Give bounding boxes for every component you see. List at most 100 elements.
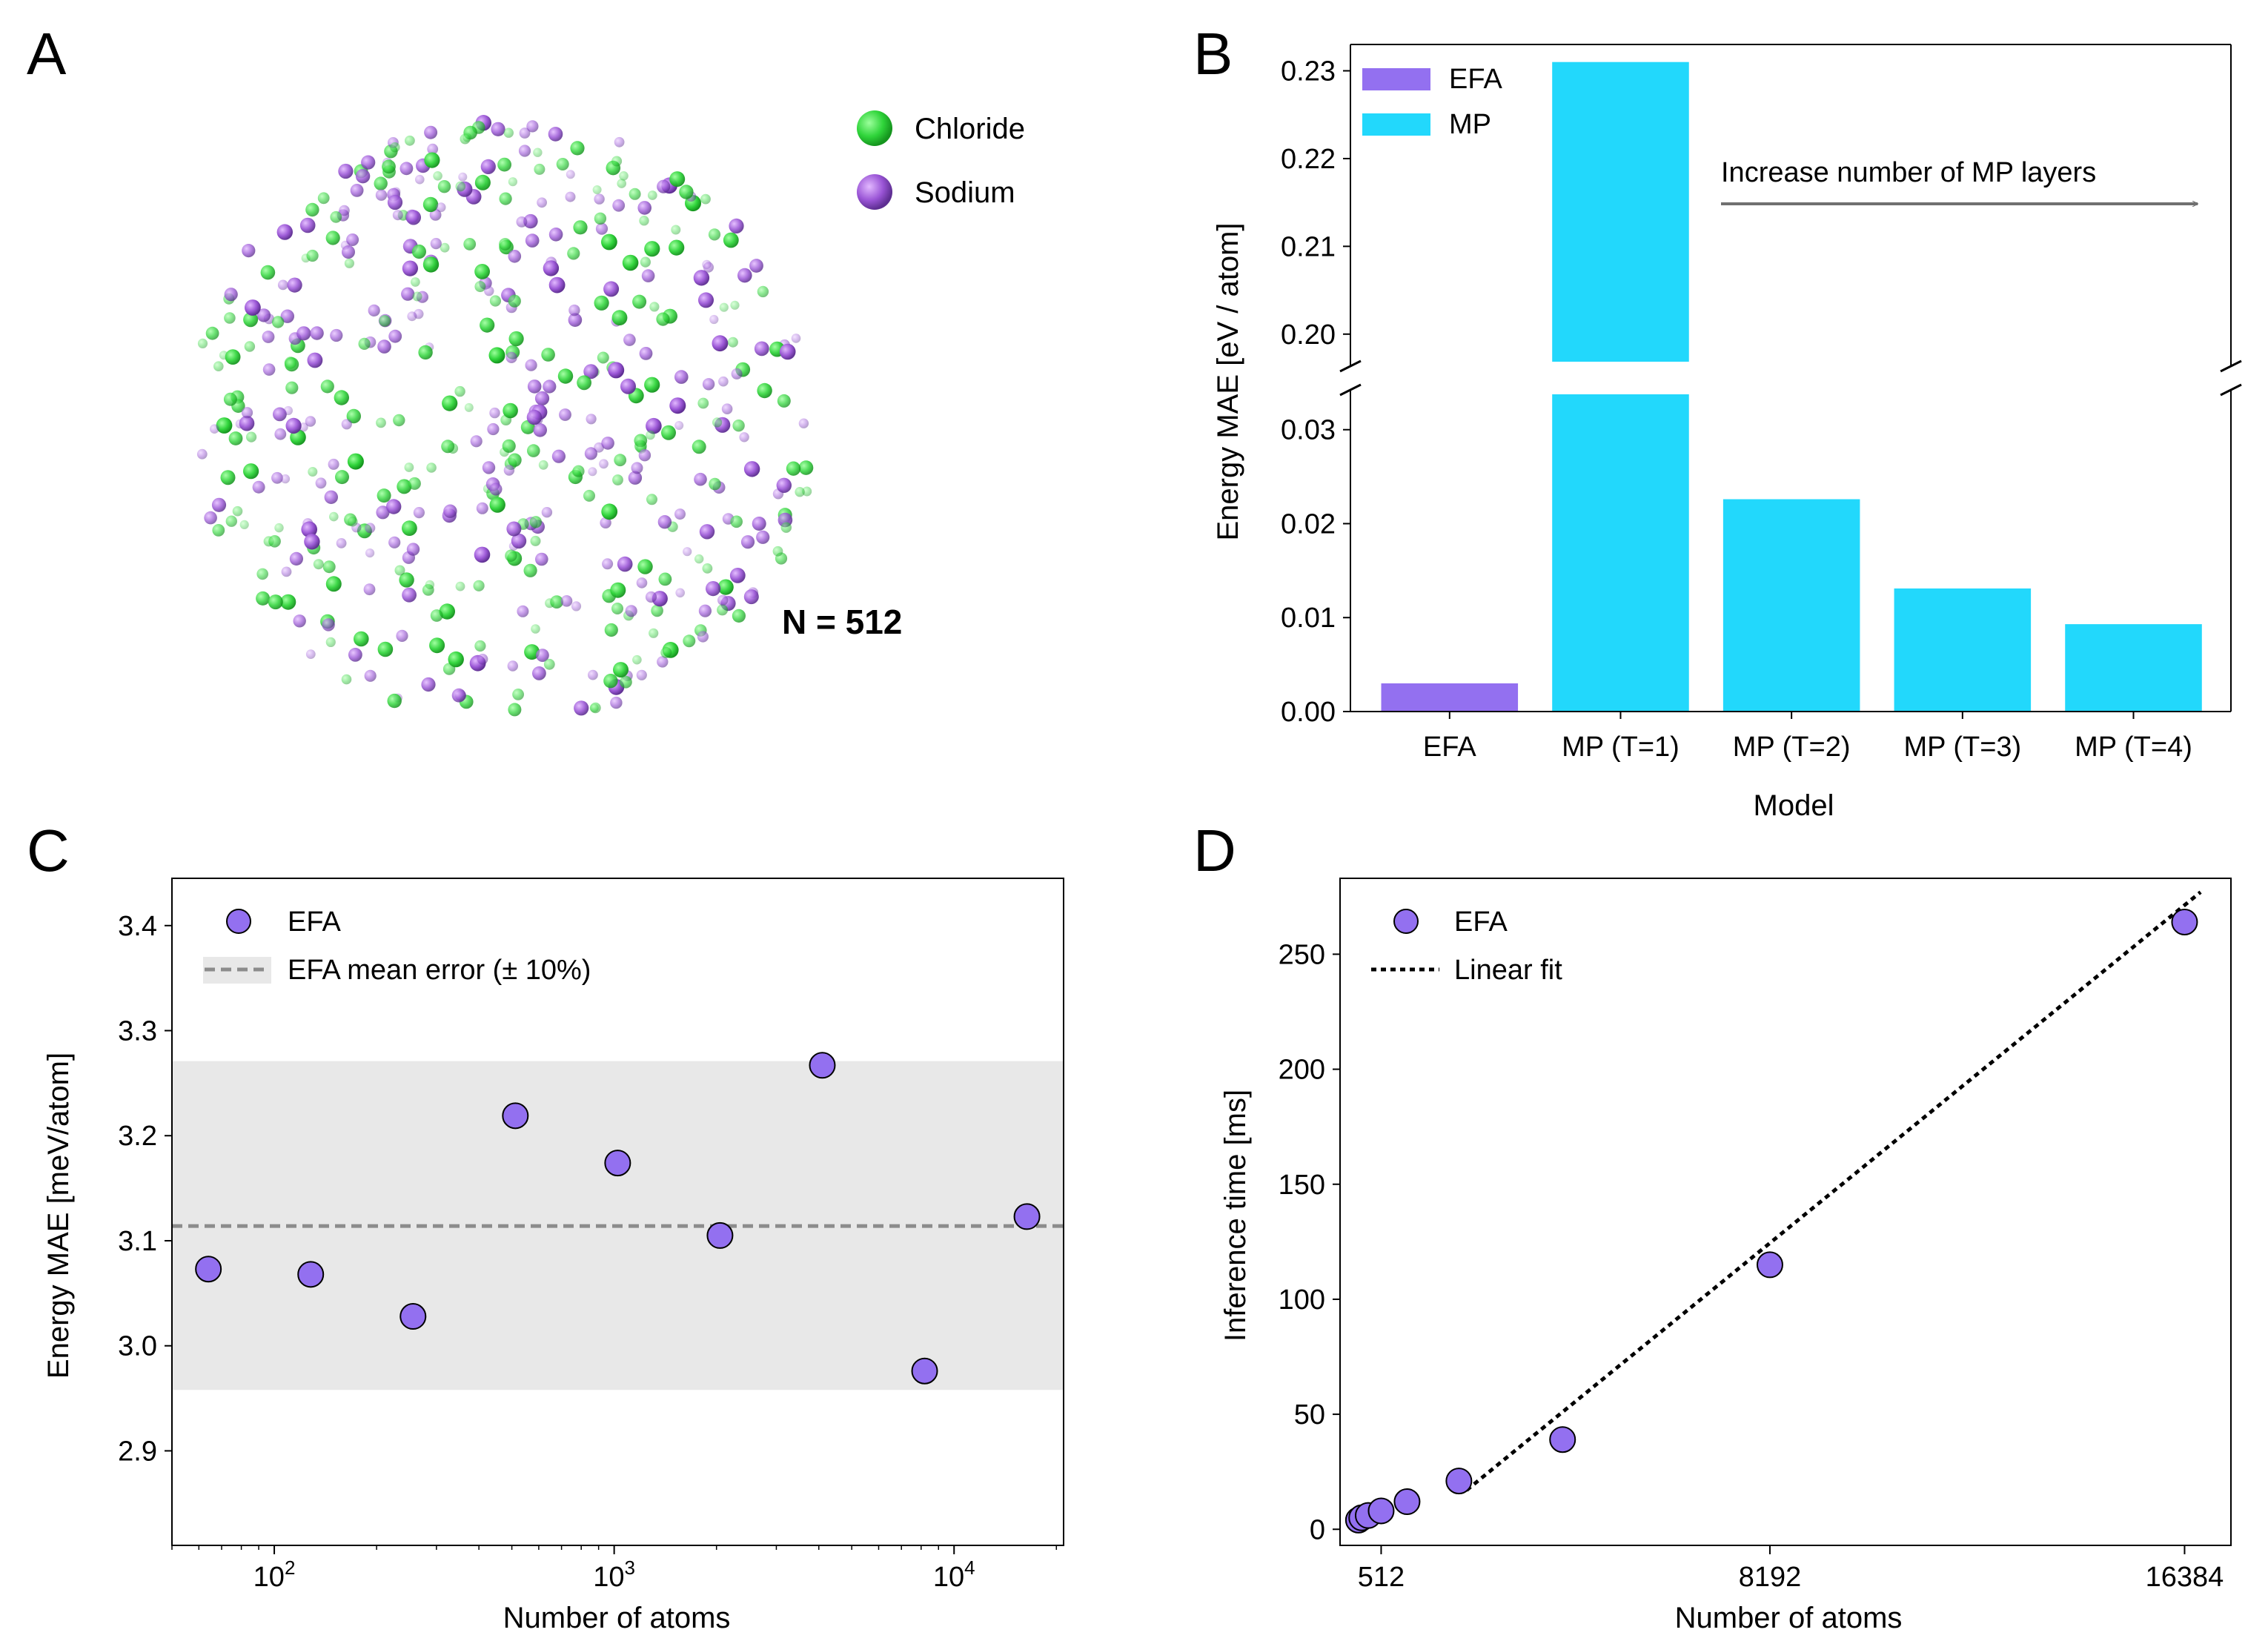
sodium-legend-marker [857, 174, 892, 210]
x-axis-label-c: Number of atoms [503, 1602, 731, 1634]
sodium-atom [625, 605, 637, 617]
sodium-atom [779, 343, 796, 360]
sodium-atom [698, 292, 714, 308]
chloride-atom [285, 357, 299, 372]
sodium-atom [608, 362, 625, 379]
chloride-legend-marker [857, 110, 892, 146]
sodium-atom [421, 677, 436, 692]
panel-a: A Chloride Sodium N = 512 [27, 21, 1025, 717]
sodium-atom [405, 210, 422, 225]
chloride-atom [604, 623, 618, 637]
y-axis-label-b: Energy MAE [eV / atom] [1212, 222, 1244, 540]
sodium-atom [571, 601, 582, 611]
sodium-atom [703, 262, 714, 273]
sodium-atom [739, 432, 749, 442]
y-tick-label-b-upper-3: 0.23 [1281, 56, 1336, 87]
sodium-atom [610, 696, 623, 709]
y-tick-label-d-0: 0 [1310, 1514, 1325, 1545]
sodium-atom [491, 122, 505, 136]
y-tick-label-c-3: 3.2 [118, 1121, 157, 1152]
sodium-atom [413, 507, 425, 519]
sodium-atom [348, 648, 362, 662]
sodium-atom [364, 669, 377, 682]
sodium-atom [245, 299, 261, 316]
sodium-atom [376, 505, 390, 520]
sodium-atom [537, 197, 547, 208]
bar-0 [1381, 683, 1519, 712]
chloride-atom [474, 264, 490, 279]
sodium-atom [584, 447, 598, 460]
sodium-atom [693, 270, 710, 286]
chloride-atom [508, 453, 522, 467]
sodium-atom [628, 471, 643, 485]
chloride-atom [499, 192, 512, 205]
chloride-atom [508, 177, 518, 187]
sodium-atom [674, 370, 689, 384]
sodium-atom [657, 179, 671, 193]
axis-break-mark-3 [2220, 383, 2242, 397]
chloride-atom [697, 397, 709, 409]
chloride-atom [592, 185, 602, 194]
sodium-atom [694, 472, 707, 486]
chloride-atom [422, 196, 439, 213]
chloride-atom [274, 523, 284, 533]
sodium-atom [776, 477, 792, 493]
chloride-atom [305, 202, 319, 217]
chloride-atom [346, 408, 361, 424]
panel-letter-c: C [27, 818, 70, 884]
sodium-atom [484, 285, 494, 296]
y-tick-label-b-upper-1: 0.21 [1281, 231, 1336, 262]
chloride-atom [502, 439, 516, 453]
chloride-atom [613, 662, 629, 678]
x-tick-label-c-0: 102 [253, 1557, 296, 1593]
sodium-atom [595, 222, 609, 235]
chloride-atom [512, 689, 524, 700]
chloride-atom [387, 693, 402, 709]
chloride-atom [455, 181, 466, 192]
sodium-atom [505, 351, 517, 363]
chloride-atom [394, 565, 405, 576]
sodium-atom [503, 465, 515, 476]
sodium-atom [699, 524, 715, 540]
sodium-atom [368, 304, 380, 316]
sodium-atom [754, 341, 769, 357]
x-tick-label-b-1: MP (T=1) [1562, 732, 1680, 763]
chloride-atom [649, 628, 659, 638]
sodium-atom [740, 535, 755, 549]
chloride-atom [313, 559, 324, 570]
chloride-atom [442, 395, 458, 411]
chloride-atom [422, 256, 440, 273]
chloride-atom [651, 604, 663, 617]
chloride-atom [505, 549, 517, 562]
chloride-atom [620, 675, 632, 689]
sodium-atom [743, 589, 759, 605]
sodium-atom [458, 172, 468, 182]
point-c-4 [604, 1150, 631, 1177]
chloride-atom [225, 515, 237, 527]
y-tick-label-b-lower-0: 0.00 [1281, 697, 1336, 728]
chloride-atom [224, 312, 236, 324]
sodium-atom [534, 391, 550, 406]
sodium-atom [709, 314, 719, 325]
sodium-atom [388, 536, 401, 548]
chloride-atom [780, 522, 792, 533]
chloride-atom [629, 188, 641, 200]
x-tick-label-b-2: MP (T=2) [1733, 732, 1851, 763]
sodium-atom [427, 143, 439, 155]
sodium-atom [387, 194, 403, 210]
chloride-atom [757, 285, 769, 298]
sodium-atom [301, 521, 318, 537]
sodium-atom [638, 449, 651, 462]
chloride-atom [334, 390, 349, 405]
legend-b-efa-label: EFA [1449, 64, 1502, 95]
point-d-5 [1445, 1468, 1473, 1495]
chloride-atom [256, 591, 271, 606]
sodium-atom [675, 588, 685, 598]
sodium-atom [583, 364, 599, 379]
sodium-atom [305, 649, 316, 659]
sodium-atom [697, 631, 709, 643]
chloride-atom [647, 190, 657, 200]
chloride-atom [488, 347, 505, 364]
y-tick-label-b-lower-3: 0.03 [1281, 415, 1336, 446]
sodium-atom [399, 162, 414, 176]
